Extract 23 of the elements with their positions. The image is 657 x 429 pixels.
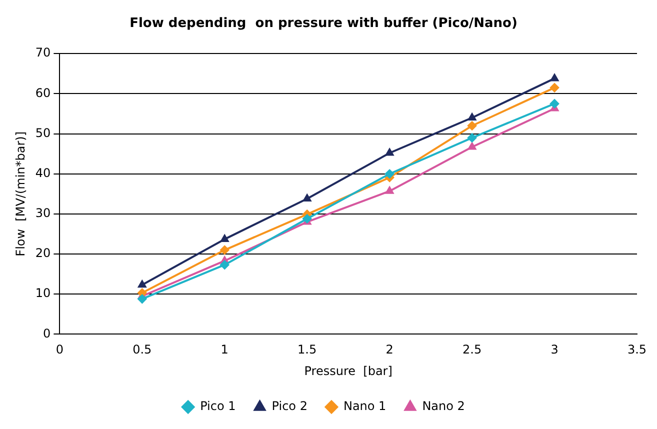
y-tick-label: 0: [43, 326, 51, 340]
legend-label: Pico 2: [272, 399, 308, 414]
legend-label: Pico 1: [200, 399, 236, 414]
x-tick-label: 3.5: [627, 342, 647, 357]
y-tick-label: 70: [35, 46, 51, 60]
y-tick-label: 40: [35, 166, 51, 180]
x-axis-title: Pressure [bar]: [304, 364, 392, 378]
y-tick-label: 50: [35, 126, 51, 140]
legend-label: Nano 2: [422, 399, 465, 414]
x-tick-label: 1: [220, 342, 228, 357]
x-tick-label: 1.5: [298, 342, 317, 357]
y-axis-title: Flow [MV/(min*bar)]: [13, 131, 28, 256]
x-tick-label: 3: [550, 342, 558, 357]
legend-label: Nano 1: [343, 399, 386, 414]
y-tick-label: 30: [35, 206, 51, 220]
x-tick-label: 0: [56, 342, 64, 357]
y-tick-label: 10: [35, 286, 51, 300]
y-tick-label: 60: [35, 86, 51, 100]
chart-title: Flow depending on pressure with buffer (Pico/Nano): [130, 16, 518, 32]
y-tick-label: 20: [35, 246, 51, 260]
x-tick-label: 2: [386, 342, 394, 357]
x-tick-label: 2.5: [462, 342, 482, 357]
x-tick-label: 0.5: [132, 342, 152, 357]
